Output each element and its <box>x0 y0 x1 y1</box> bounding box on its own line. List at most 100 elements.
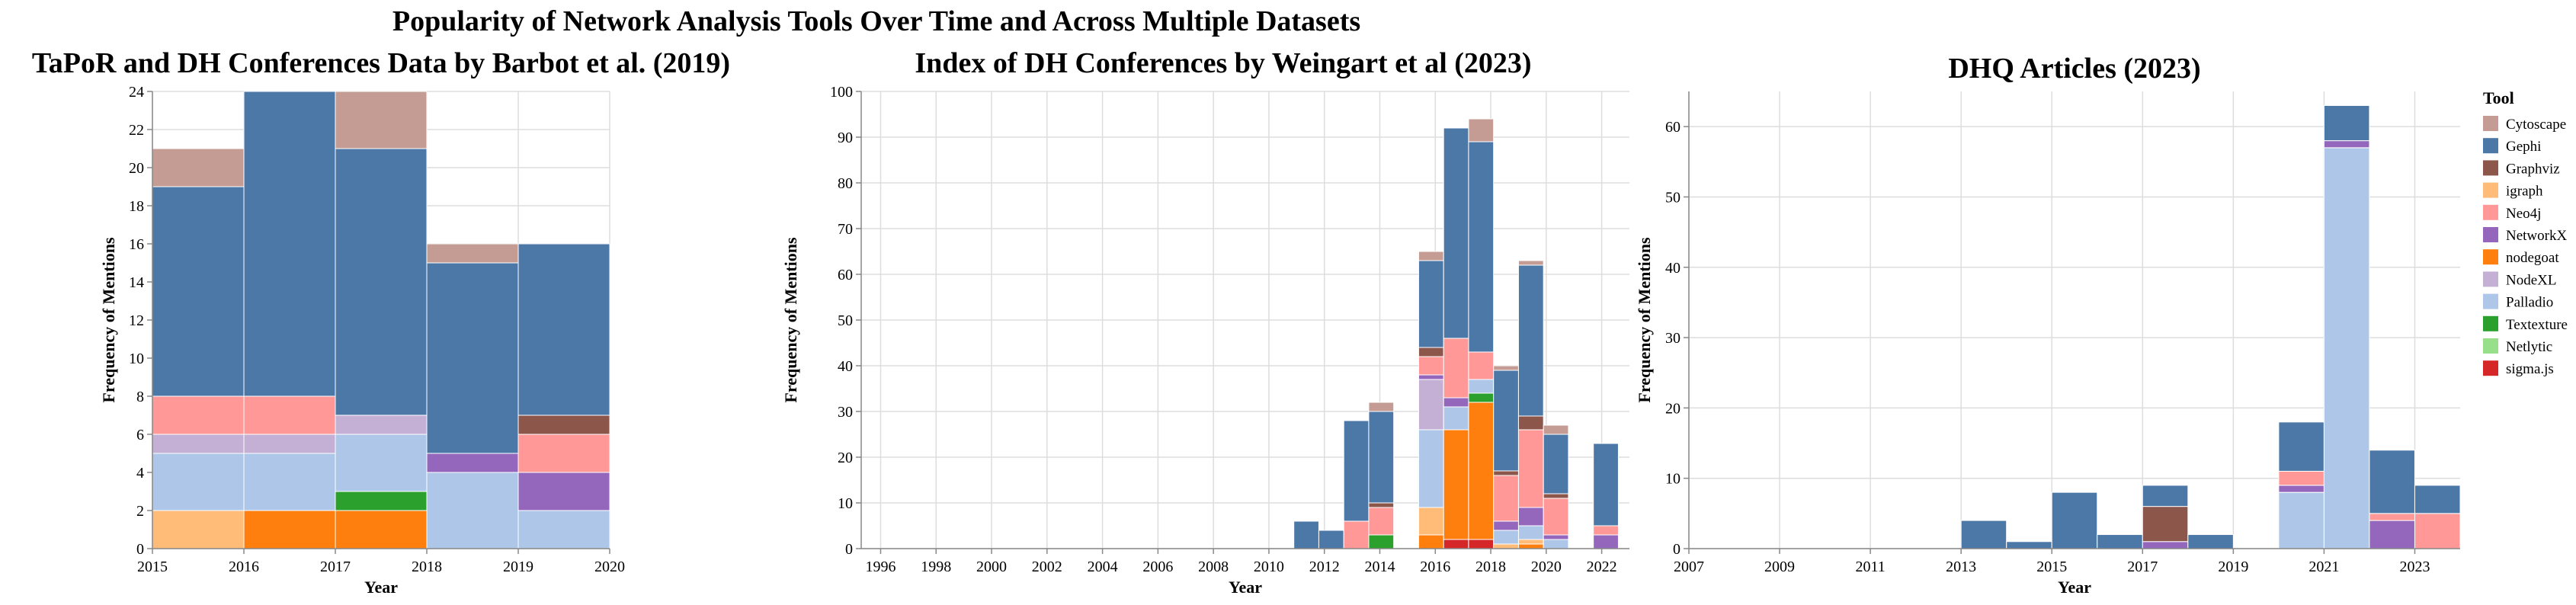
bar-segment-gephi <box>1293 520 1319 549</box>
x-tick-label: 2011 <box>1855 559 1885 575</box>
bar-segment-cytoscape <box>426 243 519 264</box>
y-tick-label: 0 <box>1673 541 1680 558</box>
y-tick-label: 8 <box>136 389 144 405</box>
x-tick-label: 2006 <box>1142 559 1173 575</box>
bar-segment-gephi <box>2051 491 2098 549</box>
chart-title: TaPoR and DH Conferences Data by Barbot … <box>32 47 730 79</box>
legend-swatch-igraph <box>2483 182 2498 198</box>
bar-segment-gephi <box>2097 534 2143 549</box>
legend-swatch-networkx <box>2483 227 2498 242</box>
y-tick-label: 40 <box>1665 260 1680 277</box>
bar-segment-gephi <box>2414 485 2461 514</box>
bar-segment-palladio <box>1543 539 1569 549</box>
x-tick-label: 2023 <box>2399 559 2430 575</box>
legend-swatch-sigma-js <box>2483 360 2498 376</box>
y-tick-label: 12 <box>129 312 144 329</box>
legend-label-nodexl: NodeXL <box>2506 272 2556 288</box>
bar-segment-neo4j <box>1418 356 1444 376</box>
x-tick-label: 2019 <box>2218 559 2248 575</box>
y-tick-label: 20 <box>129 160 144 177</box>
legend-label-cytoscape: Cytoscape <box>2506 117 2566 133</box>
y-tick-label: 30 <box>838 404 853 421</box>
y-tick-label: 60 <box>1665 119 1680 136</box>
bar-segment-networkx <box>2142 541 2189 549</box>
legend-label-neo4j: Neo4j <box>2506 206 2541 222</box>
y-tick-label: 4 <box>136 465 144 482</box>
bar-segment-networkx <box>1593 534 1619 549</box>
x-tick-label: 2020 <box>594 559 625 575</box>
bar-segment-cytoscape <box>1493 365 1519 371</box>
bar-segment-nodexl <box>1418 379 1444 431</box>
bar-segment-palladio <box>243 453 336 511</box>
bar-segment-igraph <box>152 510 245 549</box>
bar-segment-networkx <box>426 453 519 473</box>
x-tick-label: 2004 <box>1088 559 1118 575</box>
x-tick-label: 2000 <box>976 559 1007 575</box>
bar-segment-graphviz <box>1517 415 1544 431</box>
x-tick-label: 2013 <box>1946 559 1976 575</box>
bar-segment-sigma-js <box>1468 539 1495 549</box>
legend-swatch-cytoscape <box>2483 116 2498 131</box>
bar-segment-palladio <box>2323 147 2370 549</box>
x-tick-label: 2021 <box>2308 559 2339 575</box>
bar-segment-gephi <box>1443 127 1469 339</box>
bar-segment-nodegoat <box>1418 534 1444 549</box>
legend-label-netlytic: Netlytic <box>2506 339 2552 355</box>
bar-segment-neo4j <box>1343 520 1370 549</box>
bar-segment-gephi <box>2278 421 2324 472</box>
y-tick-label: 70 <box>838 221 853 238</box>
bar-segment-gephi <box>517 243 610 416</box>
bar-segment-gephi <box>1960 520 2007 549</box>
bar-segment-cytoscape <box>1468 118 1495 142</box>
x-tick-label: 2017 <box>2127 559 2158 575</box>
y-tick-label: 50 <box>838 312 853 329</box>
bar-segment-sigma-js <box>1443 539 1469 549</box>
bar-segment-palladio <box>1418 429 1444 508</box>
bar-segment-palladio <box>335 434 428 492</box>
y-tick-label: 2 <box>136 503 144 520</box>
legend-swatch-nodexl <box>2483 271 2498 287</box>
y-tick-label: 10 <box>838 495 853 512</box>
bar-segment-gephi <box>152 186 245 397</box>
bar-segment-gephi <box>1368 411 1395 504</box>
bar-segment-igraph <box>1493 543 1519 549</box>
bar-segment-networkx <box>1418 374 1444 380</box>
y-tick-label: 20 <box>1665 400 1680 417</box>
bar-segment-gephi <box>2369 450 2415 514</box>
bar-segment-graphviz <box>517 415 610 435</box>
bar-segment-networkx <box>1543 534 1569 540</box>
bar-segment-cytoscape <box>335 91 428 149</box>
bar-segment-nodegoat <box>243 510 336 549</box>
x-tick-label: 2015 <box>137 559 168 575</box>
legend-title: Tool <box>2483 88 2514 107</box>
y-tick-label: 30 <box>1665 330 1680 347</box>
bar-segment-nodexl <box>335 415 428 435</box>
bar-segment-nodegoat <box>1517 543 1544 549</box>
bar-segment-cytoscape <box>1368 402 1395 412</box>
bar-segment-gephi <box>1517 264 1544 417</box>
x-tick-label: 2017 <box>320 559 351 575</box>
y-tick-label: 60 <box>838 267 853 283</box>
x-tick-label: 2019 <box>503 559 533 575</box>
y-tick-label: 80 <box>838 175 853 192</box>
x-tick-label: 2002 <box>1032 559 1062 575</box>
bar-segment-networkx <box>517 472 610 511</box>
bar-segment-cytoscape <box>1418 251 1444 261</box>
bar-segment-nodegoat <box>335 510 428 549</box>
y-tick-label: 20 <box>838 450 853 466</box>
bar-segment-palladio <box>1443 406 1469 431</box>
y-tick-label: 0 <box>845 541 853 558</box>
x-tick-label: 2008 <box>1198 559 1229 575</box>
x-tick-label: 2018 <box>1475 559 1506 575</box>
legend-swatch-gephi <box>2483 138 2498 154</box>
bar-segment-palladio <box>1493 530 1519 545</box>
legend-swatch-nodegoat <box>2483 249 2498 265</box>
bar-segment-gephi <box>1343 420 1370 522</box>
x-axis-label: Year <box>1229 578 1262 597</box>
bar-segment-neo4j <box>1443 338 1469 399</box>
legend-label-gephi: Gephi <box>2506 139 2541 155</box>
y-tick-label: 14 <box>129 274 144 291</box>
bar-segment-gephi <box>1418 260 1444 348</box>
bar-segment-networkx <box>1443 397 1469 408</box>
